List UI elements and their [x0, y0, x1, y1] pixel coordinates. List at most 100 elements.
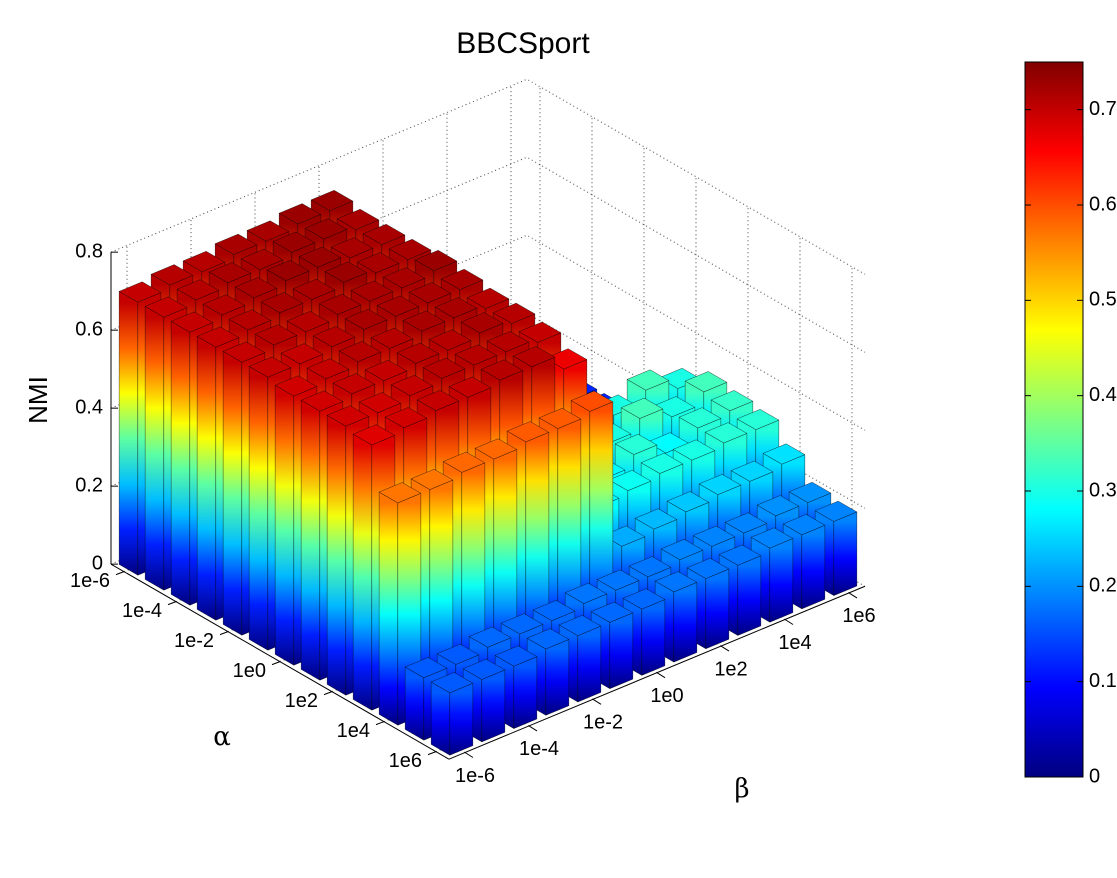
- z-tick-label: 0.2: [75, 474, 103, 496]
- alpha-tick-label: 1e-4: [122, 600, 162, 622]
- bar-top: [428, 329, 472, 351]
- bar-top: [500, 613, 544, 635]
- bar-top: [544, 348, 588, 370]
- bar-top: [698, 474, 742, 495]
- z-tick-label: 0: [92, 552, 103, 574]
- bar-face: [352, 433, 373, 711]
- bar-top: [736, 409, 780, 430]
- alpha-tick-label: 1e4: [337, 720, 370, 742]
- alpha-tick-label: 1e2: [285, 690, 318, 712]
- bar-top: [462, 658, 506, 680]
- bar-top: [506, 421, 550, 443]
- bar-top: [410, 468, 454, 490]
- bar-top: [626, 369, 670, 391]
- bar-top: [272, 231, 316, 253]
- colorbar: [1024, 61, 1084, 778]
- bar-top: [782, 514, 826, 536]
- bar-top: [492, 302, 536, 324]
- bar-face: [737, 555, 762, 636]
- bar-top: [384, 407, 428, 429]
- bar-top: [710, 390, 754, 412]
- bar-top: [324, 261, 368, 283]
- bar-top: [404, 657, 448, 679]
- bar-face: [170, 320, 191, 606]
- bar-face: [801, 524, 826, 610]
- bar-top: [370, 327, 414, 349]
- bar-face: [248, 365, 269, 651]
- bar-top: [326, 405, 370, 427]
- bar-top: [756, 495, 800, 517]
- beta-tick: [464, 752, 474, 758]
- bar-top: [436, 643, 480, 665]
- bar-face: [326, 414, 347, 696]
- bar-top: [338, 341, 382, 362]
- bar-top: [620, 397, 664, 419]
- bar-top: [202, 294, 246, 316]
- alpha-tick-label: 1e-6: [70, 570, 110, 592]
- bar-top: [564, 582, 608, 604]
- bar-top: [590, 601, 634, 623]
- bar-top: [762, 443, 806, 465]
- beta-tick-label: 1e4: [778, 632, 811, 654]
- bar-face: [577, 625, 602, 703]
- bar-top: [144, 296, 188, 318]
- beta-tick-label: 1e6: [842, 605, 875, 627]
- alpha-tick: [115, 571, 125, 576]
- bar-top: [494, 645, 538, 667]
- bar-top: [182, 251, 226, 272]
- beta-tick-label: 1e0: [650, 685, 683, 707]
- bar-top: [704, 422, 748, 444]
- alpha-axis-label: α: [213, 722, 231, 752]
- bar-top: [382, 267, 426, 289]
- alpha-tick: [167, 601, 177, 606]
- bar-face: [378, 491, 399, 726]
- bar-top: [814, 500, 858, 522]
- bar-top: [684, 371, 728, 393]
- bar-top: [304, 218, 348, 240]
- bar-top: [150, 264, 194, 286]
- bar-top: [376, 295, 420, 317]
- bar-face: [769, 538, 794, 623]
- bar-top: [310, 190, 354, 211]
- bar-top: [260, 292, 304, 314]
- axis-line: [110, 563, 450, 760]
- colorbar-tick-label: 0: [1089, 765, 1100, 787]
- bar-top: [692, 525, 736, 547]
- alpha-tick: [323, 691, 333, 696]
- bar-top: [234, 277, 278, 299]
- bar-face: [118, 290, 139, 576]
- bar-face: [430, 681, 451, 756]
- bar-top: [602, 525, 646, 547]
- bar-top: [280, 343, 324, 365]
- bar-top: [608, 470, 652, 491]
- z-axis-label: NMI: [23, 376, 53, 424]
- bar-top: [396, 342, 440, 364]
- bar-top: [480, 359, 524, 381]
- z-tick-label: 0.6: [75, 318, 103, 340]
- colorbar-tick-label: 0.6: [1089, 193, 1117, 215]
- beta-tick: [528, 725, 538, 732]
- bar-top: [318, 293, 362, 315]
- bar-top: [430, 672, 474, 694]
- bar-top: [300, 390, 344, 412]
- bar-top: [332, 373, 376, 395]
- bar-top: [344, 308, 388, 330]
- bar-top: [628, 556, 672, 578]
- alpha-tick-label: 1e-2: [174, 630, 214, 652]
- bar-top: [356, 252, 400, 274]
- bar-face: [449, 682, 474, 756]
- chart-title: BBCSport: [456, 27, 590, 60]
- bar-top: [364, 359, 408, 381]
- beta-tick: [848, 592, 858, 599]
- bar-top: [512, 346, 556, 368]
- bar-top: [672, 439, 716, 461]
- beta-tick-label: 1e2: [714, 658, 747, 680]
- bar-top: [286, 311, 330, 332]
- bar-top: [454, 344, 498, 366]
- bar-face: [222, 350, 243, 636]
- bar-top: [170, 311, 214, 333]
- bar-top: [222, 341, 266, 363]
- bar-top: [240, 248, 284, 270]
- colorbar-tick-label: 0.2: [1089, 575, 1117, 597]
- alpha-tick: [375, 721, 385, 726]
